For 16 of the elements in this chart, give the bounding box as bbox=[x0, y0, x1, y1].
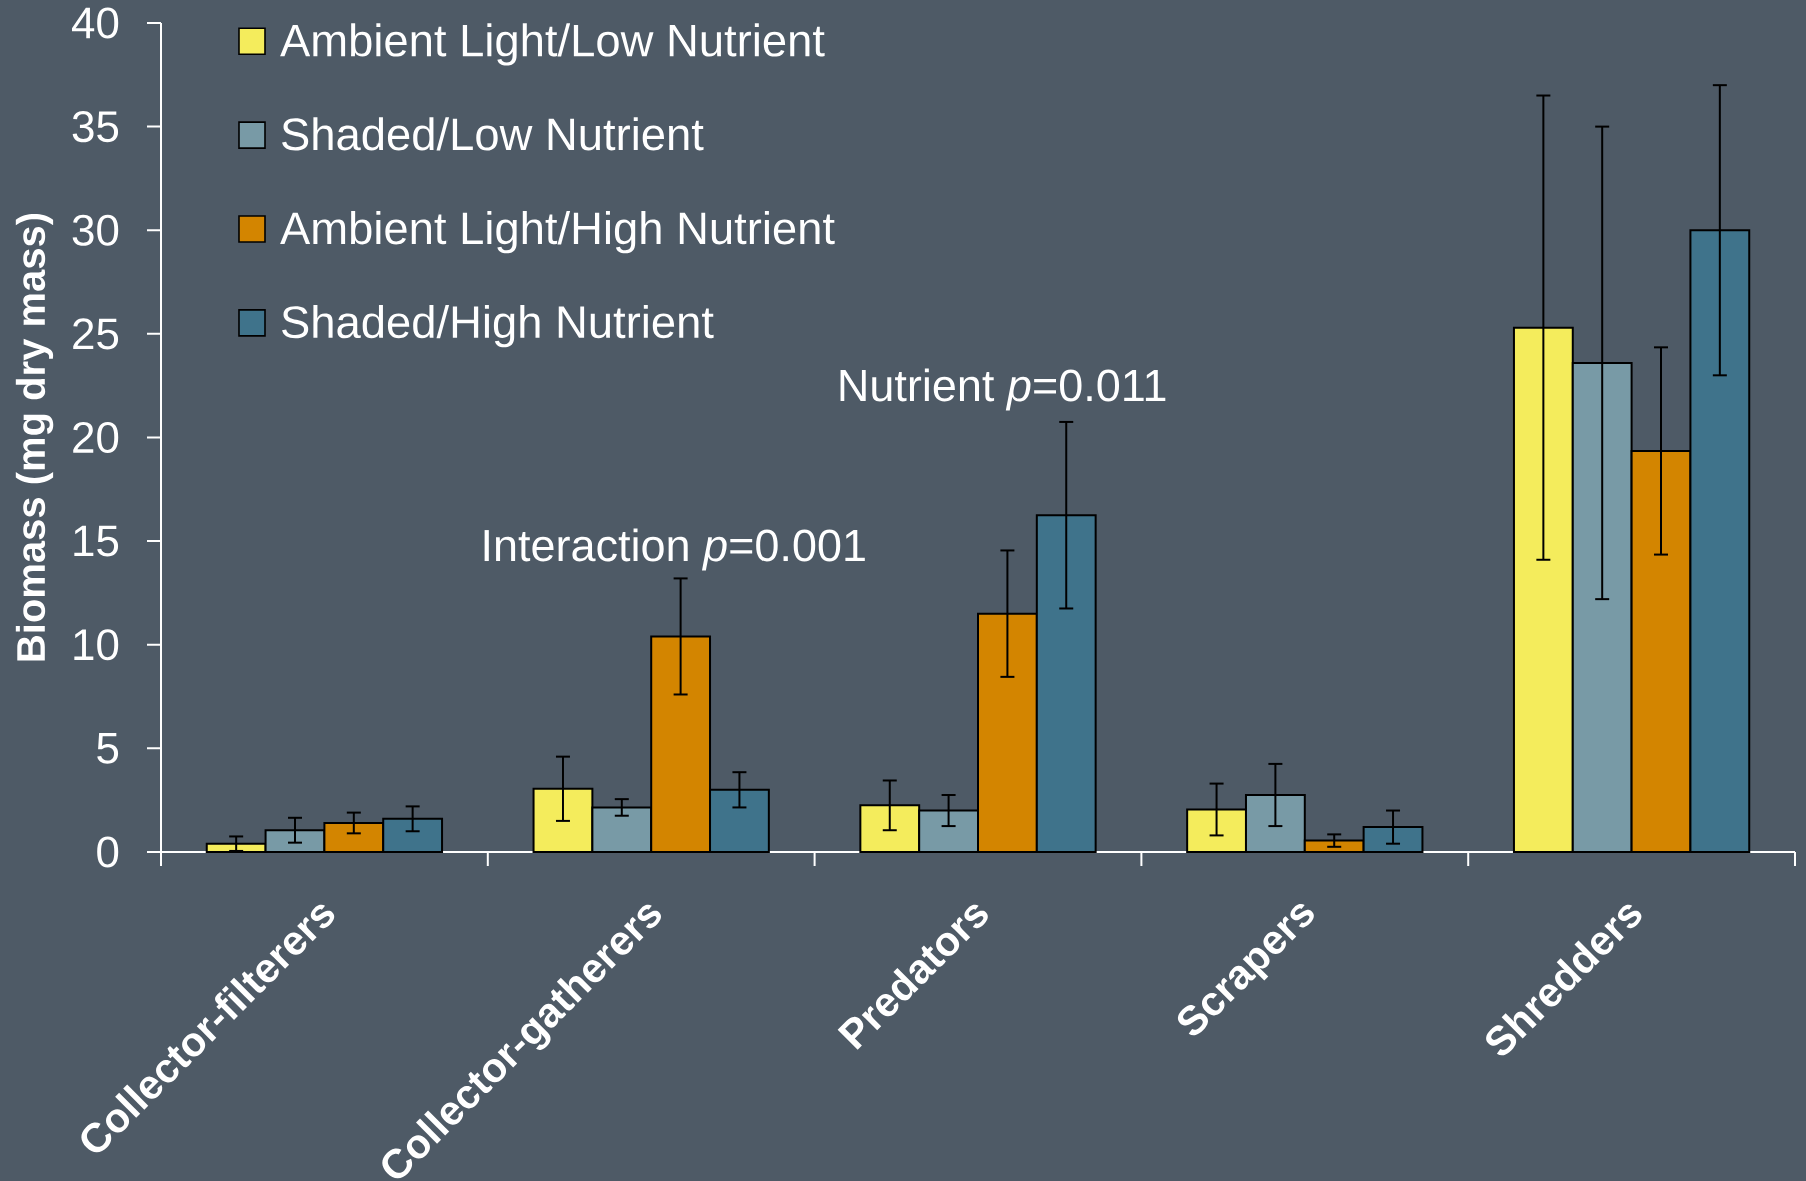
legend-label: Shaded/High Nutrient bbox=[282, 304, 714, 348]
y-tick-label: 0 bbox=[97, 836, 119, 868]
legend-label: Ambient Light/High Nutrient bbox=[280, 211, 835, 254]
y-tick-label: 30 bbox=[72, 214, 119, 246]
y-tick-label: 40 bbox=[72, 7, 119, 39]
annotation: Nutrient p=0.011 bbox=[840, 368, 1166, 411]
y-tick-label: 15 bbox=[74, 525, 119, 557]
annotation: Interaction p=0.001 bbox=[484, 528, 865, 571]
y-tick-label: 5 bbox=[97, 733, 119, 764]
legend-label: Shaded/Low Nutrient bbox=[282, 117, 704, 151]
y-tick-label: 10 bbox=[74, 629, 119, 661]
y-axis-title: Biomass (mg dry mass) bbox=[15, 213, 54, 661]
legend-label: Ambient Light/Low Nutrient bbox=[280, 23, 825, 66]
y-tick-label: 25 bbox=[73, 318, 119, 350]
y-tick-label: 20 bbox=[73, 421, 119, 454]
y-tick-label: 35 bbox=[72, 111, 119, 143]
